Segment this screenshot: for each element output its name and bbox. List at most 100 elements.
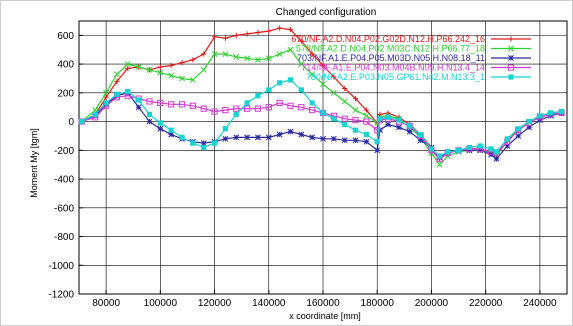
- filled-square-marker: [508, 74, 513, 79]
- star-marker: [407, 129, 412, 134]
- filled-square-marker: [516, 126, 521, 131]
- filled-square-marker: [244, 100, 249, 105]
- star-marker: [516, 133, 521, 138]
- filled-square-marker: [478, 143, 483, 148]
- filled-square-marker: [418, 132, 423, 137]
- filled-square-marker: [396, 118, 401, 123]
- y-tick-label: -1200: [48, 290, 74, 301]
- filled-square-marker: [537, 113, 542, 118]
- filled-square-marker: [288, 77, 293, 82]
- star-marker: [244, 135, 249, 140]
- filled-square-marker: [407, 123, 412, 128]
- star-marker: [255, 135, 260, 140]
- y-tick-label: -1000: [48, 261, 74, 272]
- filled-square-marker: [494, 149, 499, 154]
- x-tick-label: 160000: [306, 298, 340, 309]
- filled-square-marker: [136, 97, 141, 102]
- filled-square-marker: [437, 153, 442, 158]
- filled-square-marker: [234, 112, 239, 117]
- filled-square-marker: [488, 146, 493, 151]
- filled-square-marker: [445, 149, 450, 154]
- filled-square-marker: [125, 89, 130, 94]
- filled-square-marker: [526, 119, 531, 124]
- y-axis-label: Moment My [tgm]: [29, 128, 39, 198]
- filled-square-marker: [559, 109, 564, 114]
- y-tick-label: -600: [54, 203, 74, 214]
- filled-square-marker: [79, 119, 84, 124]
- y-tick-label: 200: [57, 88, 74, 99]
- star-marker: [223, 136, 228, 141]
- filled-square-marker: [255, 93, 260, 98]
- filled-square-marker: [364, 132, 369, 137]
- star-marker: [396, 125, 401, 130]
- x-tick-label: 120000: [198, 298, 232, 309]
- filled-square-marker: [375, 139, 380, 144]
- filled-square-marker: [320, 110, 325, 115]
- y-tick-label: -800: [54, 232, 74, 243]
- filled-square-marker: [223, 126, 228, 131]
- star-marker: [364, 139, 369, 144]
- filled-square-marker: [299, 87, 304, 92]
- legend-label: 714/NF.A1.E.P04.N03.M04B.N09.H.N13.4_14: [301, 63, 485, 73]
- filled-square-marker: [190, 141, 195, 146]
- filled-square-marker: [385, 115, 390, 120]
- star-marker: [494, 156, 499, 161]
- y-tick-label: 600: [57, 31, 74, 42]
- filled-square-marker: [310, 100, 315, 105]
- x-tick-label: 180000: [361, 298, 395, 309]
- filled-square-marker: [158, 120, 163, 125]
- filled-square-marker: [277, 80, 282, 85]
- star-marker: [234, 135, 239, 140]
- x-tick-label: 220000: [469, 298, 503, 309]
- filled-square-marker: [147, 112, 152, 117]
- star-marker: [288, 129, 293, 134]
- filled-square-marker: [201, 145, 206, 150]
- star-marker: [375, 148, 380, 153]
- filled-square-marker: [505, 136, 510, 141]
- star-marker: [508, 55, 513, 60]
- legend-label: 780/NF.A2.E.P03.N05.GP61.N42.M.N13.3_1: [306, 72, 485, 82]
- chart-title: Changed configuration: [276, 7, 377, 18]
- x-tick-label: 200000: [415, 298, 449, 309]
- legend-label: 578/NF.A2.D.N04.P02.M03C.N12.H.P66.77_18: [296, 44, 485, 54]
- x-tick-label: 80000: [92, 298, 120, 309]
- filled-square-marker: [467, 145, 472, 150]
- x-axis-label: x coordinate [mm]: [289, 311, 361, 321]
- legend-label: 703/NF.A1.E.P04.P05.M03D.N05.H.N08.18_11: [297, 53, 485, 63]
- filled-square-marker: [331, 116, 336, 121]
- star-marker: [331, 136, 336, 141]
- filled-square-marker: [353, 128, 358, 133]
- filled-square-marker: [548, 110, 553, 115]
- star-marker: [147, 119, 152, 124]
- x-tick-label: 100000: [144, 298, 178, 309]
- filled-square-marker: [212, 141, 217, 146]
- x-tick-label: 140000: [252, 298, 286, 309]
- star-marker: [385, 122, 390, 127]
- star-marker: [353, 138, 358, 143]
- star-marker: [277, 132, 282, 137]
- star-marker: [136, 105, 141, 110]
- filled-square-marker: [266, 87, 271, 92]
- x-tick-label: 240000: [523, 298, 557, 309]
- filled-square-marker: [179, 135, 184, 140]
- filled-square-marker: [377, 116, 382, 121]
- star-marker: [342, 138, 347, 143]
- filled-square-marker: [169, 128, 174, 133]
- star-marker: [320, 136, 325, 141]
- star-marker: [266, 135, 271, 140]
- star-marker: [299, 132, 304, 137]
- star-marker: [310, 135, 315, 140]
- y-tick-label: -200: [54, 146, 74, 157]
- star-marker: [158, 126, 163, 131]
- filled-square-marker: [456, 148, 461, 153]
- y-tick-label: 400: [57, 60, 74, 71]
- y-tick-label: 0: [68, 117, 74, 128]
- filled-square-marker: [104, 100, 109, 105]
- filled-square-marker: [342, 122, 347, 127]
- legend-label: 670/NF.A2.D.N04.P02.G02D.N12.H.P66.242_1…: [291, 34, 485, 44]
- y-tick-label: -400: [54, 175, 74, 186]
- filled-square-marker: [114, 92, 119, 97]
